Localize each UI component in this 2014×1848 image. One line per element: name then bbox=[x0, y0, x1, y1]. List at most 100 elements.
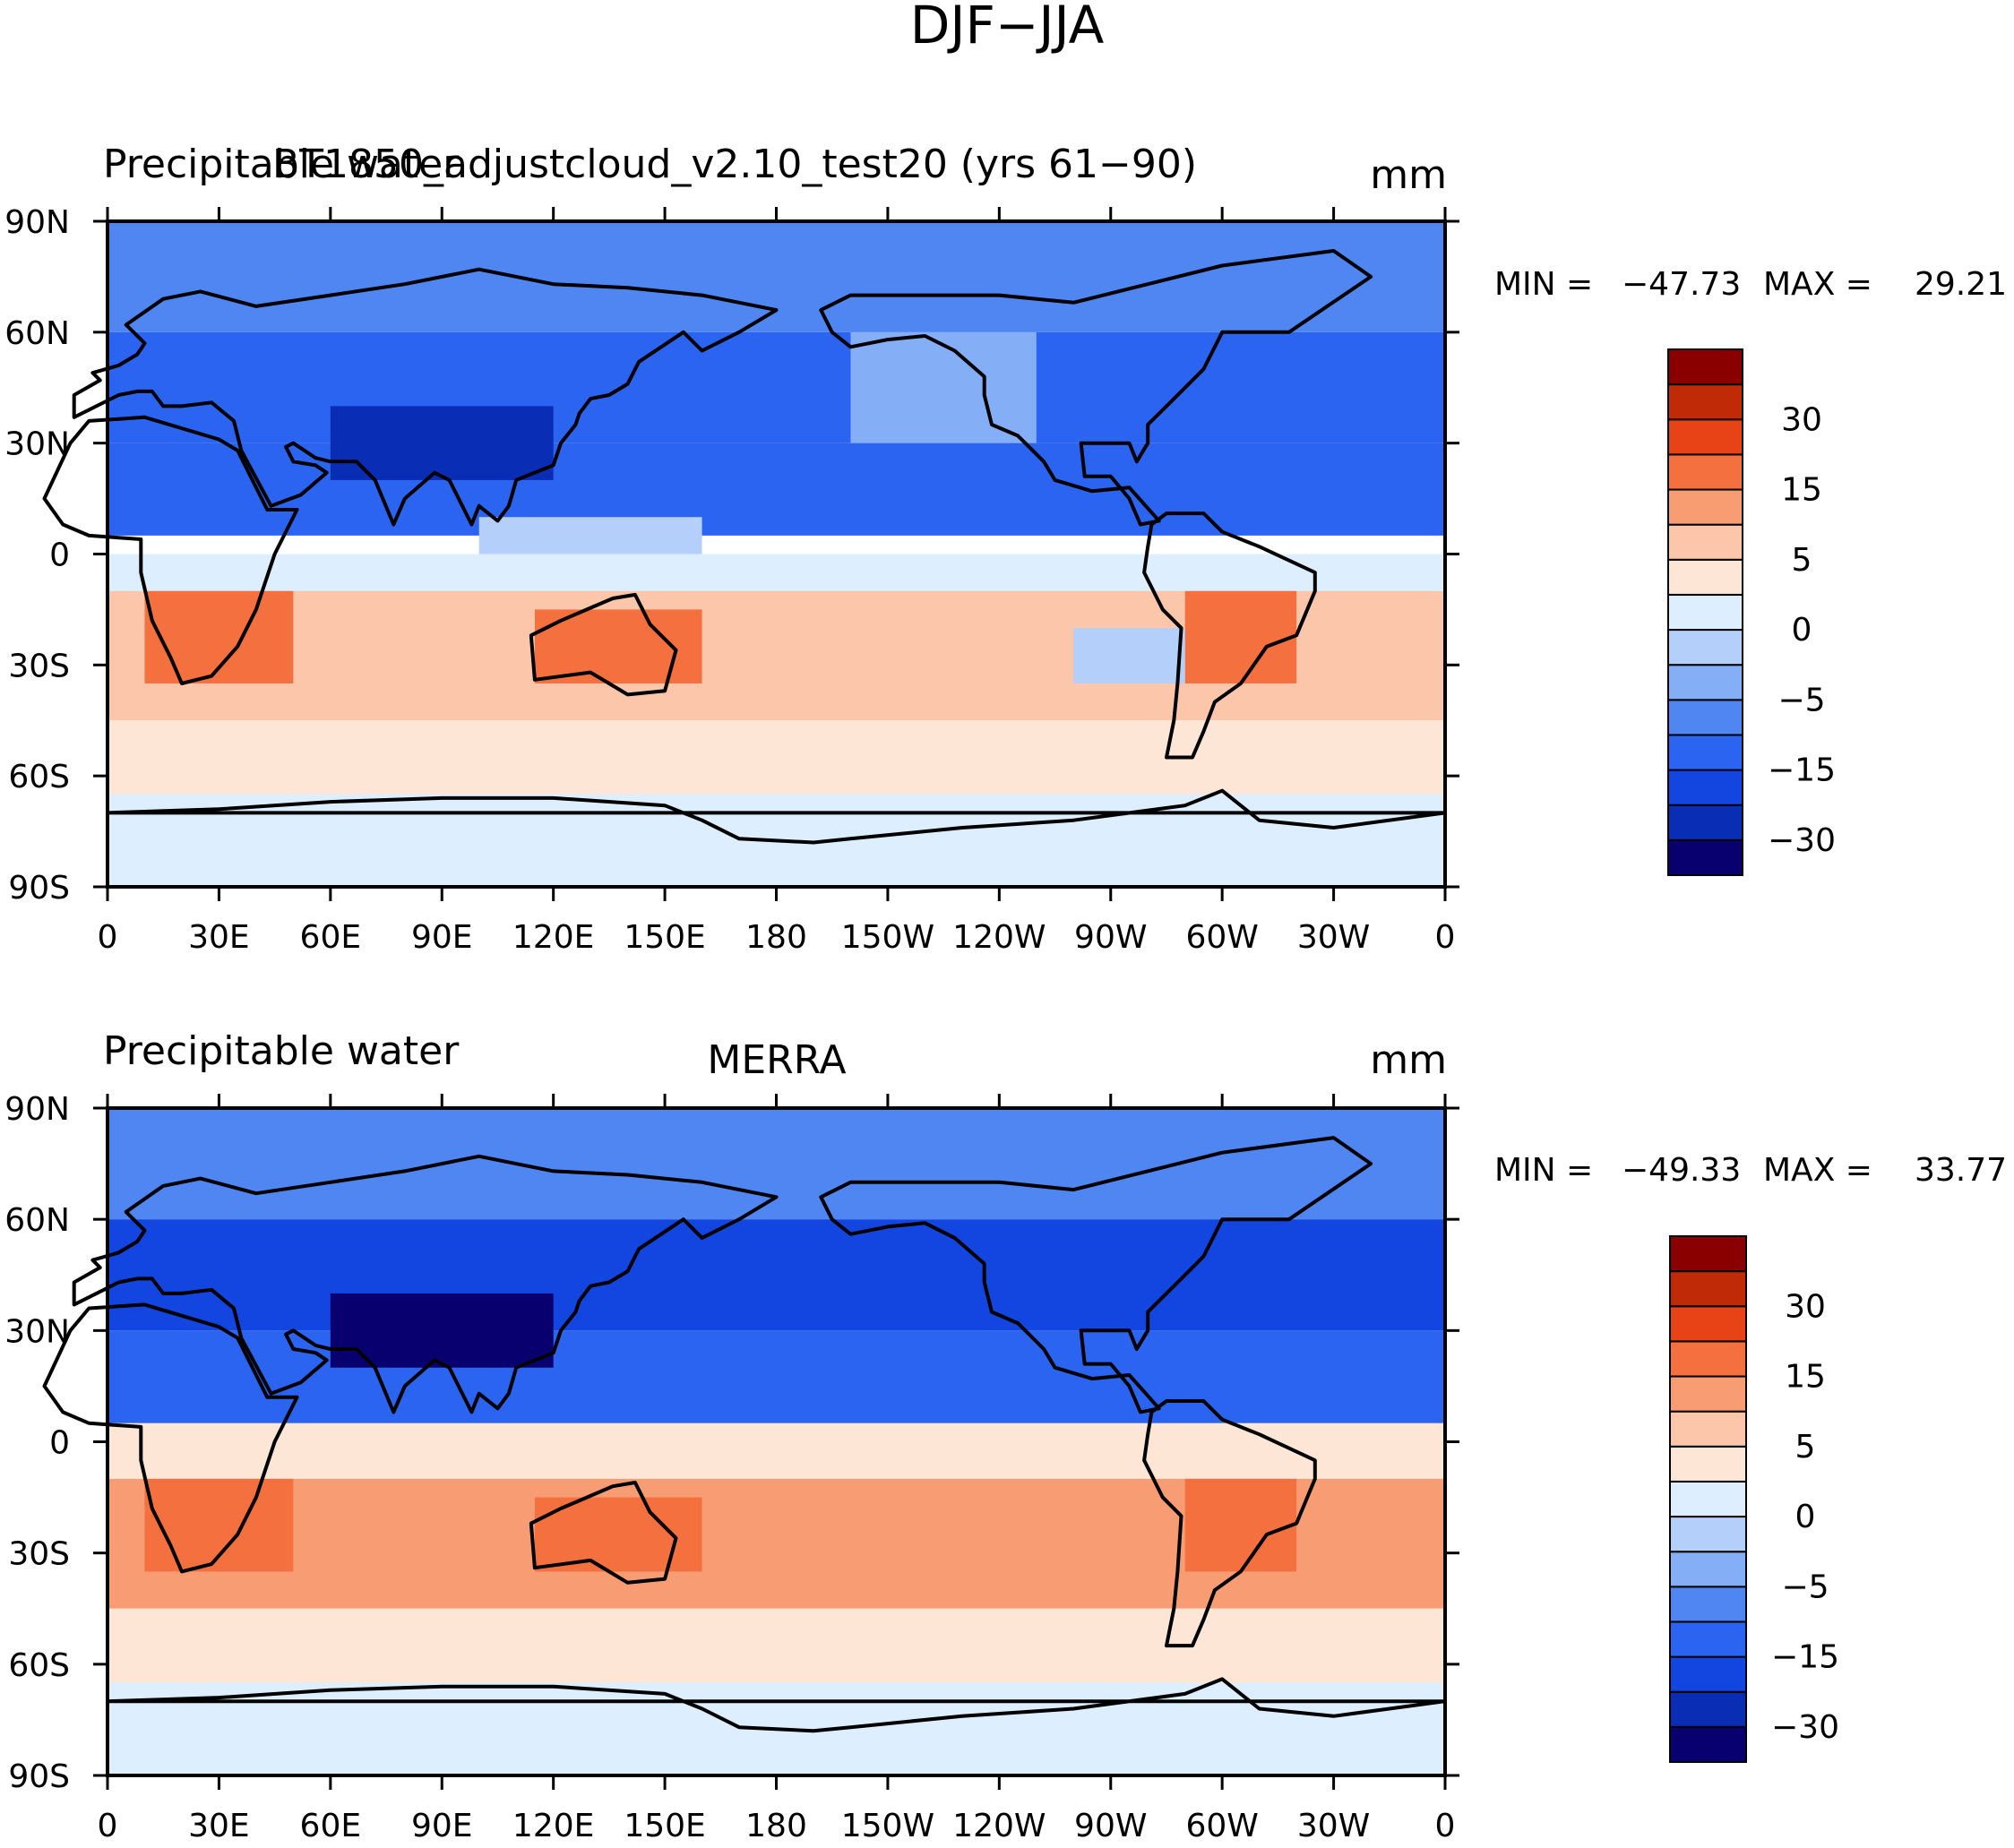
x-tick-label: 60E bbox=[300, 1808, 362, 1844]
y-tick-label: 30S bbox=[8, 648, 70, 684]
colorbar-swatch bbox=[1669, 1725, 1747, 1764]
x-tick-label: 120E bbox=[512, 919, 594, 956]
x-tick-label: 120E bbox=[512, 1808, 594, 1844]
x-tick-label: 120W bbox=[952, 1808, 1046, 1844]
max-value: 29.21 bbox=[1915, 266, 2007, 303]
y-tick-label: 60S bbox=[8, 1647, 70, 1684]
x-tick-label: 30W bbox=[1297, 1808, 1370, 1844]
continent-outline-4 bbox=[1142, 1399, 1317, 1648]
continent-outline-3 bbox=[819, 249, 1373, 527]
x-tick-label: 180 bbox=[745, 919, 807, 956]
colorbar-swatch bbox=[1669, 1690, 1747, 1728]
field-region-4 bbox=[330, 406, 554, 480]
x-tick-label: 0 bbox=[1435, 919, 1456, 956]
colorbar-swatch bbox=[1669, 1270, 1747, 1308]
colorbar-swatch bbox=[1667, 383, 1743, 421]
y-tick-label: 30S bbox=[8, 1536, 70, 1573]
dataset-title: MERRA bbox=[707, 1037, 846, 1083]
colorbar-swatch bbox=[1667, 418, 1743, 456]
continent-outline-0 bbox=[42, 415, 299, 685]
field-region-3 bbox=[330, 1293, 554, 1368]
y-tick-label: 60S bbox=[8, 759, 70, 795]
continent-outlines bbox=[42, 1136, 1447, 1733]
units-label: mm bbox=[1370, 1037, 1447, 1083]
colorbar-swatch bbox=[1669, 1305, 1747, 1343]
axis-ticks: 0 30E 60E 90E 120E 150E 180 150W 120W 90W 60W 30W 09… bbox=[4, 204, 1459, 956]
continent-outline-1 bbox=[72, 267, 779, 527]
x-tick-label: 30W bbox=[1297, 919, 1370, 956]
x-tick-label: 90E bbox=[411, 919, 473, 956]
field-region-8 bbox=[1184, 1478, 1297, 1572]
colorbar-label: 5 bbox=[1792, 542, 1812, 579]
y-tick-label: 30N bbox=[4, 426, 70, 463]
x-tick-label: 0 bbox=[1435, 1808, 1456, 1844]
y-tick-label: 90N bbox=[4, 204, 70, 241]
colorbar-label: −15 bbox=[1771, 1639, 1839, 1676]
colorbar-swatch bbox=[1667, 629, 1743, 666]
axis-ticks: 0 30E 60E 90E 120E 150E 180 150W 120W 90W 60W 30W 09… bbox=[4, 1091, 1459, 1844]
min-value: −47.73 bbox=[1622, 266, 1741, 303]
colorbar-label: 15 bbox=[1785, 1359, 1826, 1396]
colorbar-swatch bbox=[1669, 1655, 1747, 1693]
x-tick-label: 90W bbox=[1074, 1808, 1147, 1844]
x-tick-label: 90W bbox=[1074, 919, 1147, 956]
max-value: 33.77 bbox=[1915, 1152, 2007, 1189]
colorbar-swatch bbox=[1667, 523, 1743, 561]
min-label: MIN = bbox=[1494, 1152, 1593, 1189]
continent-outline-1 bbox=[72, 1154, 779, 1414]
field-region-9 bbox=[108, 1608, 1445, 1683]
colorbar-label: 30 bbox=[1785, 1288, 1826, 1325]
colorbar-swatch bbox=[1667, 734, 1743, 771]
colorbar-swatch bbox=[1669, 1586, 1747, 1623]
colorbar-label: −5 bbox=[1781, 1569, 1829, 1605]
colorbar-swatch bbox=[1669, 1235, 1747, 1273]
colorbar-swatch bbox=[1669, 1480, 1747, 1518]
max-label: MAX = bbox=[1763, 266, 1872, 303]
field-region-1 bbox=[108, 1219, 1445, 1331]
x-tick-label: 60W bbox=[1185, 919, 1258, 956]
x-tick-label: 60E bbox=[300, 919, 362, 956]
x-tick-label: 90E bbox=[411, 1808, 473, 1844]
figure-title: DJF−JJA bbox=[910, 0, 1105, 56]
y-tick-label: 0 bbox=[49, 537, 70, 574]
x-tick-label: 150W bbox=[841, 919, 934, 956]
field-region-10 bbox=[1184, 590, 1297, 683]
colorbar-swatch bbox=[1669, 1445, 1747, 1483]
field-region-5 bbox=[478, 517, 702, 554]
field-region-0 bbox=[108, 221, 1445, 332]
min-label: MIN = bbox=[1494, 266, 1593, 303]
x-tick-label: 0 bbox=[98, 1808, 118, 1844]
colorbar-label: −30 bbox=[1771, 1709, 1839, 1746]
variable-title: Precipitable water bbox=[103, 1028, 460, 1074]
field-region-1 bbox=[108, 331, 1445, 443]
colorbar-swatch bbox=[1667, 593, 1743, 632]
min-value: −49.33 bbox=[1622, 1152, 1741, 1189]
x-tick-label: 0 bbox=[98, 919, 118, 956]
colorbar-swatch bbox=[1667, 769, 1743, 806]
x-tick-label: 60W bbox=[1185, 1808, 1258, 1844]
y-tick-label: 90S bbox=[8, 870, 70, 907]
field-region-12 bbox=[108, 720, 1445, 795]
x-tick-label: 120W bbox=[952, 919, 1046, 956]
merra-panel: Precipitable water MERRA mm 0 30E 60E 90E 12… bbox=[4, 1028, 2007, 1844]
colorbar-label: 30 bbox=[1781, 401, 1822, 438]
continent-outline-2 bbox=[529, 1481, 678, 1585]
colorbar-swatch bbox=[1667, 558, 1743, 596]
colorbar-label: −5 bbox=[1777, 682, 1825, 718]
y-tick-label: 90N bbox=[4, 1091, 70, 1128]
field-region-0 bbox=[108, 1108, 1445, 1220]
colorbar-swatch bbox=[1667, 838, 1743, 876]
y-tick-label: 0 bbox=[49, 1425, 70, 1462]
colorbar-swatch bbox=[1667, 664, 1743, 701]
colorbar-swatch bbox=[1669, 1620, 1747, 1658]
colorbar-swatch bbox=[1667, 348, 1743, 386]
continent-outline-3 bbox=[819, 1136, 1373, 1414]
colorbar-swatch bbox=[1669, 1551, 1747, 1588]
field-layer bbox=[108, 1108, 1445, 1775]
continent-outline-0 bbox=[42, 1302, 299, 1574]
max-label: MAX = bbox=[1763, 1152, 1872, 1189]
colorbar-swatch bbox=[1667, 699, 1743, 736]
model-panel: Precipitable water BT1850_adjustcloud_v2… bbox=[4, 142, 2007, 956]
colorbar-label: 0 bbox=[1792, 612, 1812, 649]
